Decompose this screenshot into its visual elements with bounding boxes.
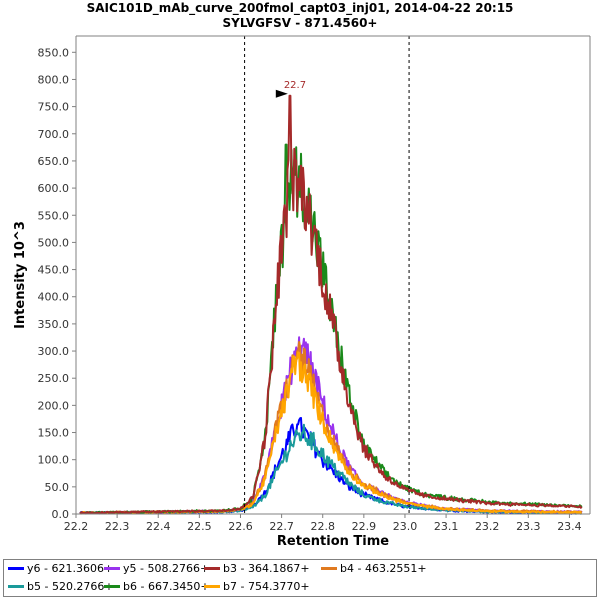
y-tick-label: 800.0 (38, 73, 70, 86)
legend-label: y5 - 508.2766+ (123, 562, 210, 575)
axes: 0.0 50.0 100.0 150.0 200.0 250.0 300.0 350.0 400… (38, 35, 591, 533)
y-tick-label: 550.0 (38, 209, 70, 222)
y-tick-label: 750.0 (38, 101, 70, 114)
x-tick-label: 22.8 (310, 520, 335, 533)
legend-swatch (8, 566, 24, 570)
legend-item: b7 - 754.3770+ (204, 580, 310, 593)
y-tick-label: 100.0 (38, 454, 70, 467)
x-tick-label: 22.6 (228, 520, 253, 533)
y-tick-label: 150.0 (38, 427, 70, 440)
legend-item: y5 - 508.2766+ (104, 562, 209, 575)
legend-label: b4 - 463.2551+ (340, 562, 427, 575)
legend-swatch (321, 566, 337, 570)
legend: y6 - 621.3606+ y5 - 508.2766+ b3 - 364.186… (3, 559, 597, 597)
y-tick-label: 850.0 (38, 46, 70, 59)
y-tick-label: 350.0 (38, 318, 70, 331)
x-tick-label: 22.9 (352, 520, 377, 533)
x-tick-label: 23.4 (557, 520, 582, 533)
legend-label: b3 - 364.1867+ (223, 562, 310, 575)
legend-item: b6 - 667.3450+ (104, 580, 210, 593)
series-line (79, 94, 583, 515)
plot-area (76, 36, 590, 514)
legend-label: y6 - 621.3606+ (27, 562, 114, 575)
peak-label: 22.7 (284, 80, 306, 91)
legend-item: y6 - 621.3606+ (8, 562, 113, 575)
y-tick-label: 250.0 (38, 372, 70, 385)
legend-swatch (204, 566, 220, 570)
y-tick-label: 200.0 (38, 399, 70, 412)
legend-swatch (104, 584, 120, 588)
x-tick-label: 22.2 (64, 520, 89, 533)
x-tick-label: 22.4 (146, 520, 171, 533)
legend-item: b4 - 463.2551+ (321, 562, 427, 575)
legend-swatch (204, 584, 220, 588)
peak-marker-arrow (275, 89, 288, 98)
x-tick-label: 22.7 (269, 520, 294, 533)
x-tick-label: 22.5 (187, 520, 212, 533)
legend-swatch (8, 584, 24, 588)
peak-annotation: 22.7 (275, 80, 306, 98)
y-axis-label: Intensity 10^3 (13, 221, 28, 329)
y-tick-label: 650.0 (38, 155, 70, 168)
y-tick-label: 50.0 (45, 481, 70, 494)
legend-swatch (104, 566, 120, 570)
y-tick-label: 500.0 (38, 236, 70, 249)
y-tick-label: 400.0 (38, 291, 70, 304)
legend-label: b5 - 520.2766+ (27, 580, 114, 593)
legend-label: b6 - 667.3450+ (123, 580, 210, 593)
legend-label: b7 - 754.3770+ (223, 580, 310, 593)
integration-boundaries (244, 36, 410, 514)
x-tick-label: 23.3 (516, 520, 541, 533)
y-tick-label: 300.0 (38, 345, 70, 358)
series-layer (79, 94, 583, 515)
chromatogram-chart: 0.0 50.0 100.0 150.0 200.0 250.0 300.0 350.0 400… (13, 35, 591, 549)
y-tick-label: 0.0 (52, 508, 70, 521)
chart-subtitle: SYLVGFSV - 871.4560+ (222, 16, 378, 30)
x-tick-label: 23.2 (475, 520, 500, 533)
y-tick-label: 450.0 (38, 264, 70, 277)
chart-title: SAIC101D_mAb_curve_200fmol_capt03_inj01,… (86, 1, 514, 15)
legend-item: b3 - 364.1867+ (204, 562, 310, 575)
legend-item: b5 - 520.2766+ (8, 580, 114, 593)
y-tick-label: 600.0 (38, 182, 70, 195)
x-tick-label: 22.3 (105, 520, 130, 533)
x-tick-label: 23.1 (434, 520, 459, 533)
x-tick-label: 23.0 (393, 520, 418, 533)
x-axis-label: Retention Time (277, 534, 389, 549)
y-tick-label: 700.0 (38, 128, 70, 141)
